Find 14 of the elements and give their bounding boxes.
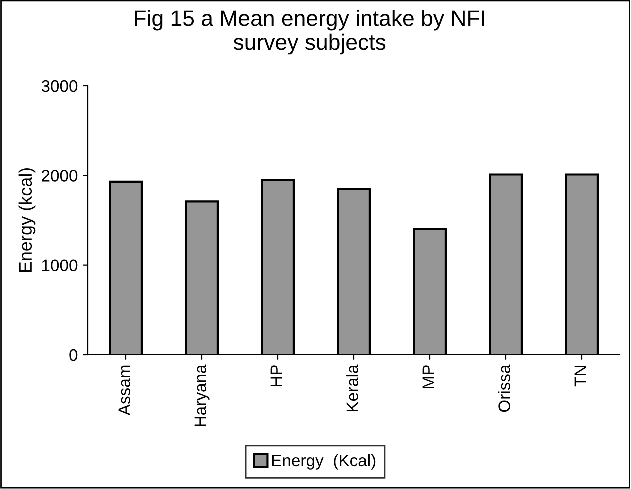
y-tick-label: 0 <box>70 349 78 362</box>
chart-title: Fig 15 a Mean energy intake by NFI survey subjects <box>135 10 484 55</box>
x-tick-label: Kerala <box>346 364 358 412</box>
y-tick-label: 2000 <box>42 170 78 182</box>
x-tick-label: MP <box>422 366 434 388</box>
x-tick-label: Orissa <box>498 364 510 412</box>
x-tick-label: TN <box>574 366 586 387</box>
x-tick-label: HP <box>270 366 282 387</box>
y-axis-title: Energy (kcal) <box>18 168 36 272</box>
legend-label: Energy (Kcal) <box>272 454 376 470</box>
x-tick-label: Assam <box>118 366 130 416</box>
x-tick-label: Haryana <box>194 364 210 426</box>
y-tick-label: 1000 <box>42 260 78 272</box>
y-tick-label: 3000 <box>42 80 78 92</box>
